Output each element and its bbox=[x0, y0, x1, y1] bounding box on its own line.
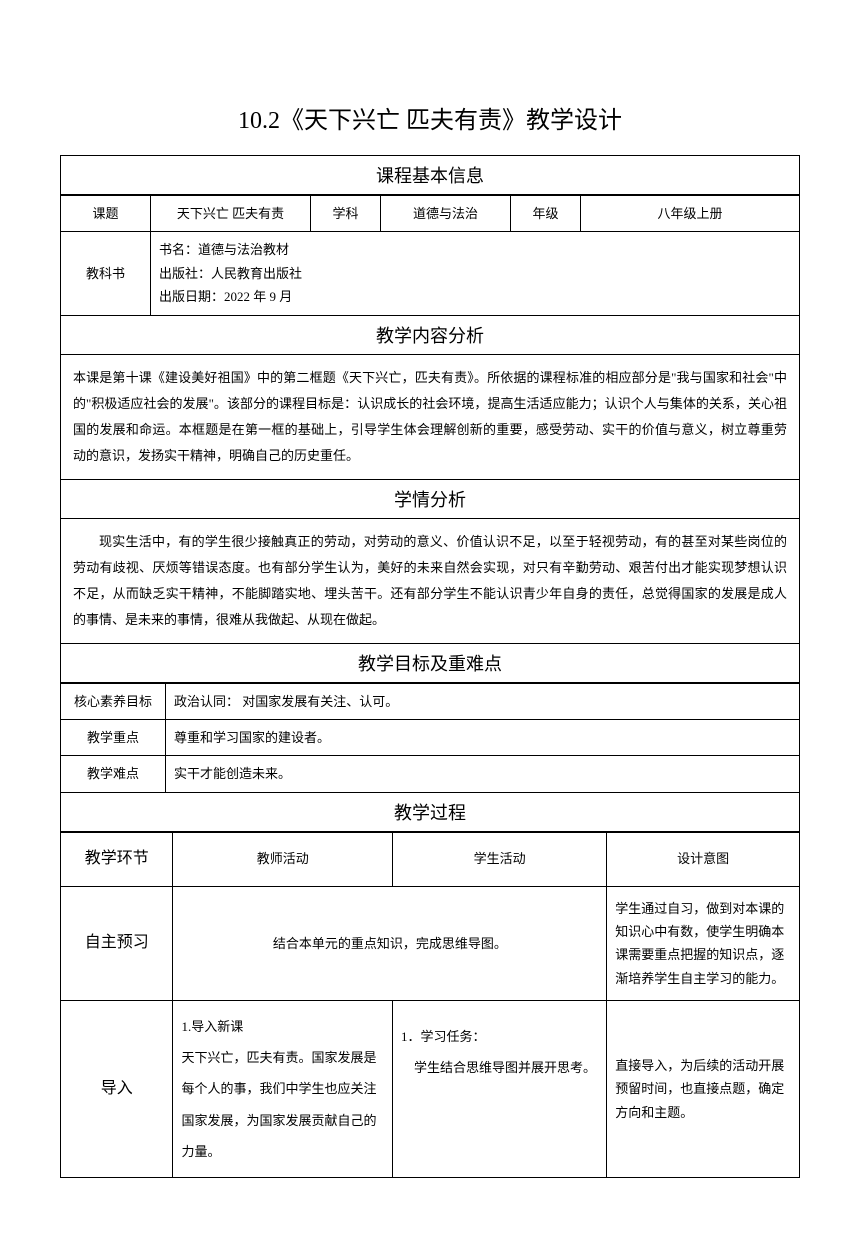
section-objectives-header: 教学目标及重难点 bbox=[60, 644, 800, 683]
intro-intent: 直接导入，为后续的活动开展预留时间，也直接点题，确定方向和主题。 bbox=[607, 1001, 800, 1178]
subject-label: 学科 bbox=[311, 196, 381, 232]
goal-label: 核心素养目标 bbox=[61, 683, 166, 719]
table-row: 教学重点 尊重和学习国家的建设者。 bbox=[61, 719, 800, 755]
textbook-name: 书名：道德与法治教材 bbox=[159, 238, 791, 261]
difficulty-label: 教学难点 bbox=[61, 756, 166, 792]
col-student: 学生活动 bbox=[393, 832, 607, 886]
col-teacher: 教师活动 bbox=[173, 832, 393, 886]
preview-merged: 结合本单元的重点知识，完成思维导图。 bbox=[173, 886, 607, 1001]
textbook-info: 书名：道德与法治教材 出版社：人民教育出版社 出版日期：2022 年 9 月 bbox=[151, 232, 800, 315]
table-row: 自主预习 结合本单元的重点知识，完成思维导图。 学生通过自习，做到对本课的知识心… bbox=[61, 886, 800, 1001]
col-intent: 设计意图 bbox=[607, 832, 800, 886]
preview-intent: 学生通过自习，做到对本课的知识心中有数，使学生明确本课需要重点把握的知识点，逐渐… bbox=[607, 886, 800, 1001]
learner-analysis-para: 现实生活中，有的学生很少接触真正的劳动，对劳动的意义、价值认识不足，以至于轻视劳… bbox=[60, 519, 800, 644]
section-basic-header: 课程基本信息 bbox=[60, 155, 800, 195]
intro-teacher: 1.导入新课 天下兴亡，匹夫有责。国家发展是每个人的事，我们中学生也应关注国家发… bbox=[173, 1001, 393, 1178]
intro-teacher-l1: 1.导入新课 bbox=[181, 1011, 384, 1042]
focus-label: 教学重点 bbox=[61, 719, 166, 755]
table-row: 教科书 书名：道德与法治教材 出版社：人民教育出版社 出版日期：2022 年 9… bbox=[61, 232, 800, 315]
textbook-publisher: 出版社：人民教育出版社 bbox=[159, 262, 791, 285]
stage-preview: 自主预习 bbox=[61, 886, 173, 1001]
section-process-header: 教学过程 bbox=[60, 793, 800, 832]
intro-student-l2: 学生结合思维导图并展开思考。 bbox=[401, 1052, 598, 1083]
table-row: 教学难点 实干才能创造未来。 bbox=[61, 756, 800, 792]
goal-value: 政治认同： 对国家发展有关注、认可。 bbox=[166, 683, 800, 719]
intro-student-l1: 1．学习任务： bbox=[401, 1021, 598, 1052]
grade-label: 年级 bbox=[511, 196, 581, 232]
topic-value: 天下兴亡 匹夫有责 bbox=[151, 196, 311, 232]
process-table: 教学环节 教师活动 学生活动 设计意图 自主预习 结合本单元的重点知识，完成思维… bbox=[60, 832, 800, 1178]
table-row: 课题 天下兴亡 匹夫有责 学科 道德与法治 年级 八年级上册 bbox=[61, 196, 800, 232]
section-content-analysis-header: 教学内容分析 bbox=[60, 316, 800, 355]
subject-value: 道德与法治 bbox=[381, 196, 511, 232]
textbook-label: 教科书 bbox=[61, 232, 151, 315]
learner-analysis-text: 现实生活中，有的学生很少接触真正的劳动，对劳动的意义、价值认识不足，以至于轻视劳… bbox=[73, 529, 787, 633]
intro-student: 1．学习任务： 学生结合思维导图并展开思考。 bbox=[393, 1001, 607, 1178]
lesson-title: 10.2《天下兴亡 匹夫有责》教学设计 bbox=[60, 100, 800, 135]
section-learner-analysis-header: 学情分析 bbox=[60, 480, 800, 519]
intro-teacher-l2: 天下兴亡，匹夫有责。国家发展是每个人的事，我们中学生也应关注国家发展，为国家发展… bbox=[181, 1042, 384, 1167]
table-row: 核心素养目标 政治认同： 对国家发展有关注、认可。 bbox=[61, 683, 800, 719]
grade-value: 八年级上册 bbox=[581, 196, 800, 232]
stage-intro: 导入 bbox=[61, 1001, 173, 1178]
objectives-table: 核心素养目标 政治认同： 对国家发展有关注、认可。 教学重点 尊重和学习国家的建… bbox=[60, 683, 800, 793]
textbook-date: 出版日期：2022 年 9 月 bbox=[159, 285, 791, 308]
difficulty-value: 实干才能创造未来。 bbox=[166, 756, 800, 792]
basic-info-table: 课题 天下兴亡 匹夫有责 学科 道德与法治 年级 八年级上册 教科书 书名：道德… bbox=[60, 195, 800, 316]
col-stage: 教学环节 bbox=[61, 832, 173, 886]
table-row: 导入 1.导入新课 天下兴亡，匹夫有责。国家发展是每个人的事，我们中学生也应关注… bbox=[61, 1001, 800, 1178]
content-analysis-para: 本课是第十课《建设美好祖国》中的第二框题《天下兴亡，匹夫有责》。所依据的课程标准… bbox=[60, 355, 800, 480]
focus-value: 尊重和学习国家的建设者。 bbox=[166, 719, 800, 755]
topic-label: 课题 bbox=[61, 196, 151, 232]
table-header-row: 教学环节 教师活动 学生活动 设计意图 bbox=[61, 832, 800, 886]
